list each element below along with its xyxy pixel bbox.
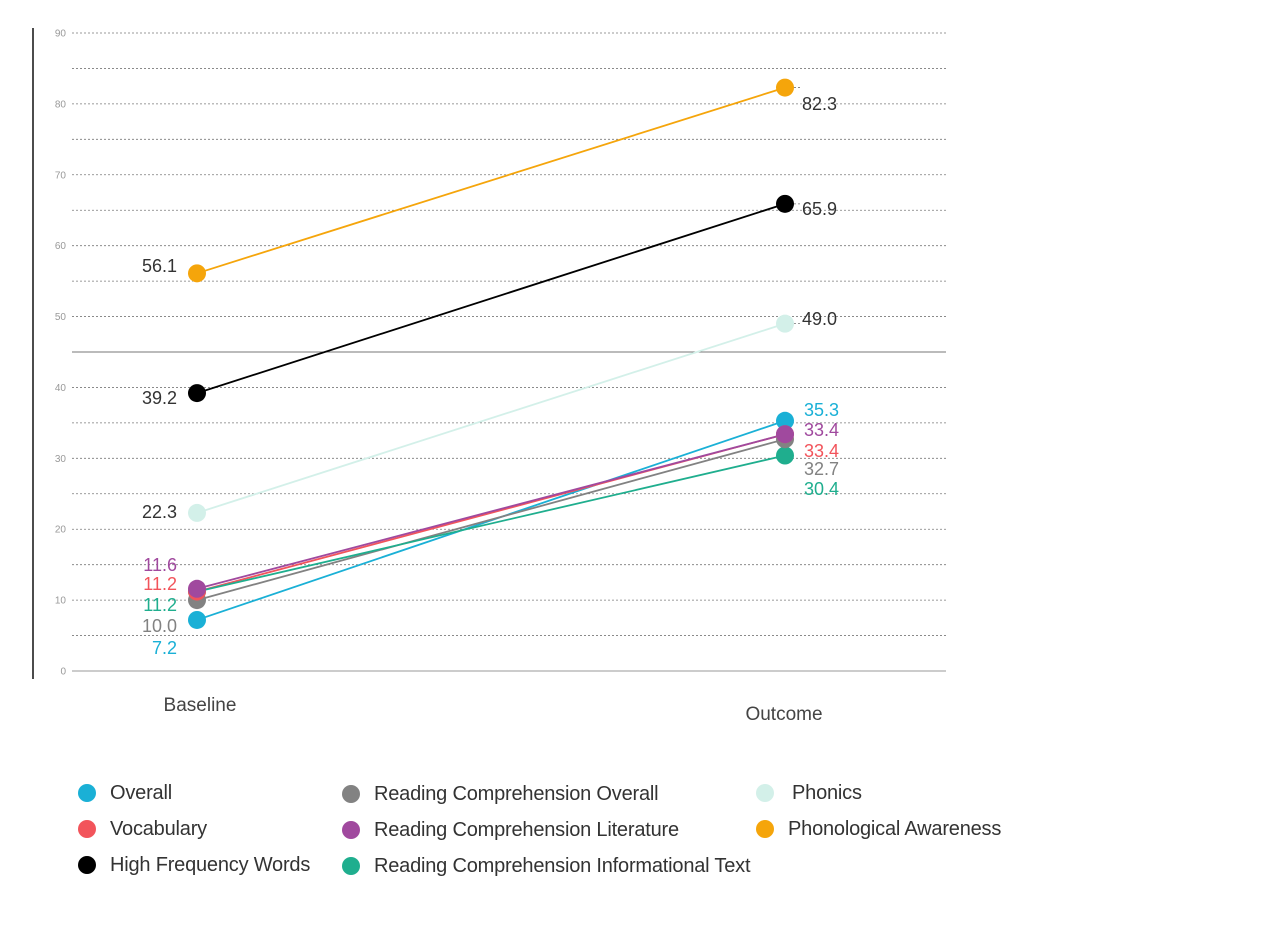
data-label-outcome: 32.7 (804, 459, 839, 479)
marker-outcome (776, 194, 794, 213)
y-tick-label: 30 (55, 454, 67, 465)
data-label-baseline: 11.2 (143, 574, 177, 594)
series-line (196, 86, 786, 275)
marker-outcome (776, 411, 794, 430)
data-label-baseline: 22.3 (142, 502, 177, 522)
y-tick-label: 40 (55, 383, 67, 394)
data-label-baseline: 56.1 (142, 256, 177, 276)
y-tick-label: 50 (55, 312, 67, 323)
marker-baseline (188, 503, 206, 522)
data-label-outcome: 30.4 (804, 479, 839, 499)
marker-outcome (776, 425, 794, 444)
marker-baseline (188, 264, 206, 283)
marker-baseline (188, 579, 206, 598)
y-tick-label: 90 (55, 29, 67, 40)
data-label-outcome: 65.9 (802, 199, 837, 219)
data-label-baseline: 10.0 (142, 616, 177, 636)
marker-baseline (188, 610, 206, 629)
series-line (196, 202, 786, 394)
data-label-baseline: 11.6 (143, 555, 177, 575)
data-label-baseline: 11.2 (143, 595, 177, 615)
data-label-outcome: 82.3 (802, 94, 837, 114)
data-label-baseline: 7.2 (152, 638, 177, 658)
marker-outcome (776, 446, 794, 465)
y-tick-label: 20 (55, 525, 67, 536)
y-tick-label: 60 (55, 241, 67, 252)
marker-outcome (776, 78, 794, 97)
data-label-outcome: 33.4 (804, 441, 839, 461)
series-line (196, 322, 786, 514)
series-line (196, 454, 786, 593)
marker-baseline (188, 384, 206, 403)
y-tick-label: 0 (60, 667, 66, 678)
y-tick-label: 70 (55, 170, 67, 181)
series-line (196, 433, 786, 590)
data-label-baseline: 39.2 (142, 388, 177, 408)
y-tick-label: 10 (55, 596, 67, 607)
x-category-outcome: Outcome (745, 704, 822, 725)
x-category-baseline: Baseline (164, 695, 237, 716)
data-label-outcome: 35.3 (804, 400, 839, 420)
data-label-outcome: 49.0 (802, 309, 837, 329)
series-line (196, 438, 786, 601)
y-tick-label: 80 (55, 99, 67, 110)
marker-outcome (776, 314, 794, 333)
data-label-outcome: 33.4 (804, 420, 839, 440)
